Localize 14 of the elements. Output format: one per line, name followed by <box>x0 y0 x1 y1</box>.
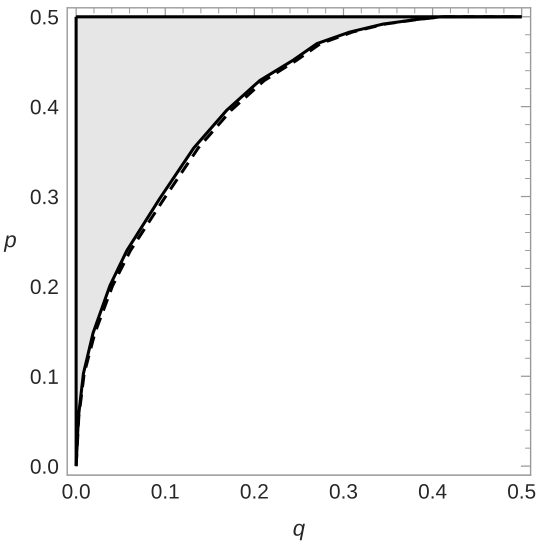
x-axis-title: q <box>293 524 305 540</box>
x-tick-label: 0.0 <box>62 484 90 499</box>
y-axis-title: p <box>4 235 16 252</box>
y-tick-label: 0.3 <box>30 190 58 204</box>
x-tick-label: 0.5 <box>508 484 536 499</box>
x-tick-label: 0.4 <box>418 484 446 499</box>
x-tick-label: 0.1 <box>152 484 179 499</box>
y-tick-label: 0.2 <box>30 279 58 294</box>
x-tick-label: 0.2 <box>240 484 268 499</box>
y-tick-label: 0.4 <box>30 100 58 114</box>
y-tick-label: 0.5 <box>30 10 58 25</box>
y-tick-label: 0.1 <box>30 369 58 384</box>
y-tick-label: 0.0 <box>30 459 58 474</box>
x-tick-label: 0.3 <box>330 484 358 499</box>
